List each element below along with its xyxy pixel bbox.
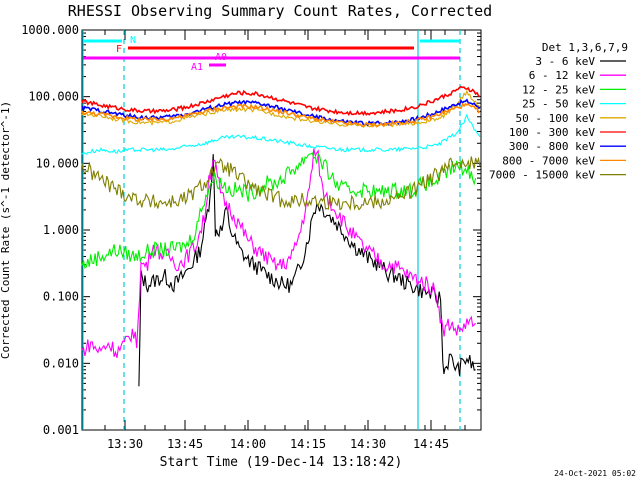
series-line-9 [81,156,481,212]
series-line-4 [81,113,481,155]
series-line-2 [81,148,477,358]
y-tick-label: 1000.000 [21,23,79,37]
legend-title: Det 1,3,6,7,9 [542,41,628,54]
y-tick-label: 1.000 [43,223,79,237]
y-tick-label: 0.001 [43,423,79,437]
y-tick-label: 0.010 [43,356,79,370]
plot-frame [81,29,482,431]
x-axis-label: Start Time (19-Dec-14 13:18:42) [160,455,403,470]
x-tick-label: 14:15 [290,437,326,451]
series-line-7 [81,98,481,127]
x-tick-label: 14:00 [230,437,266,451]
x-tick-label: 14:45 [413,437,449,451]
state-bar-label: N [130,35,136,46]
x-tick-label: 13:30 [107,437,143,451]
legend-label: 100 - 300 keV [509,126,595,139]
legend-label: 3 - 6 keV [535,55,595,68]
series-line-8 [81,102,481,128]
legend-label: 800 - 7000 keV [502,154,595,167]
legend-label: 300 - 800 keV [509,140,595,153]
timestamp: 24-Oct-2021 05:02 [554,469,636,478]
series-line-5 [81,89,481,129]
legend-label: 50 - 100 keV [516,112,596,125]
chart-title: RHESSI Observing Summary Count Rates, Co… [68,2,492,20]
state-bar-label: A1 [191,62,203,73]
legend-label: 12 - 25 keV [522,83,595,96]
series-line-3 [81,152,477,269]
legend-label: 25 - 50 keV [522,98,595,111]
y-axis-label: Corrected Count Rate (s^-1 detector^-1) [0,101,12,359]
series-line-1 [138,154,476,387]
y-tick-label: 100.000 [28,90,79,104]
y-tick-label: 0.100 [43,290,79,304]
x-tick-label: 14:30 [350,437,386,451]
series-line-6 [81,85,481,117]
legend-label: 7000 - 15000 keV [489,169,595,182]
state-bar-label: F [116,44,122,55]
legend-label: 6 - 12 keV [529,69,596,82]
x-tick-label: 13:45 [167,437,203,451]
plot-area: 1000.000 100.000 10.000 1.000 0.100 0.010 0.00… [21,23,626,451]
y-tick-label: 10.000 [36,156,79,170]
